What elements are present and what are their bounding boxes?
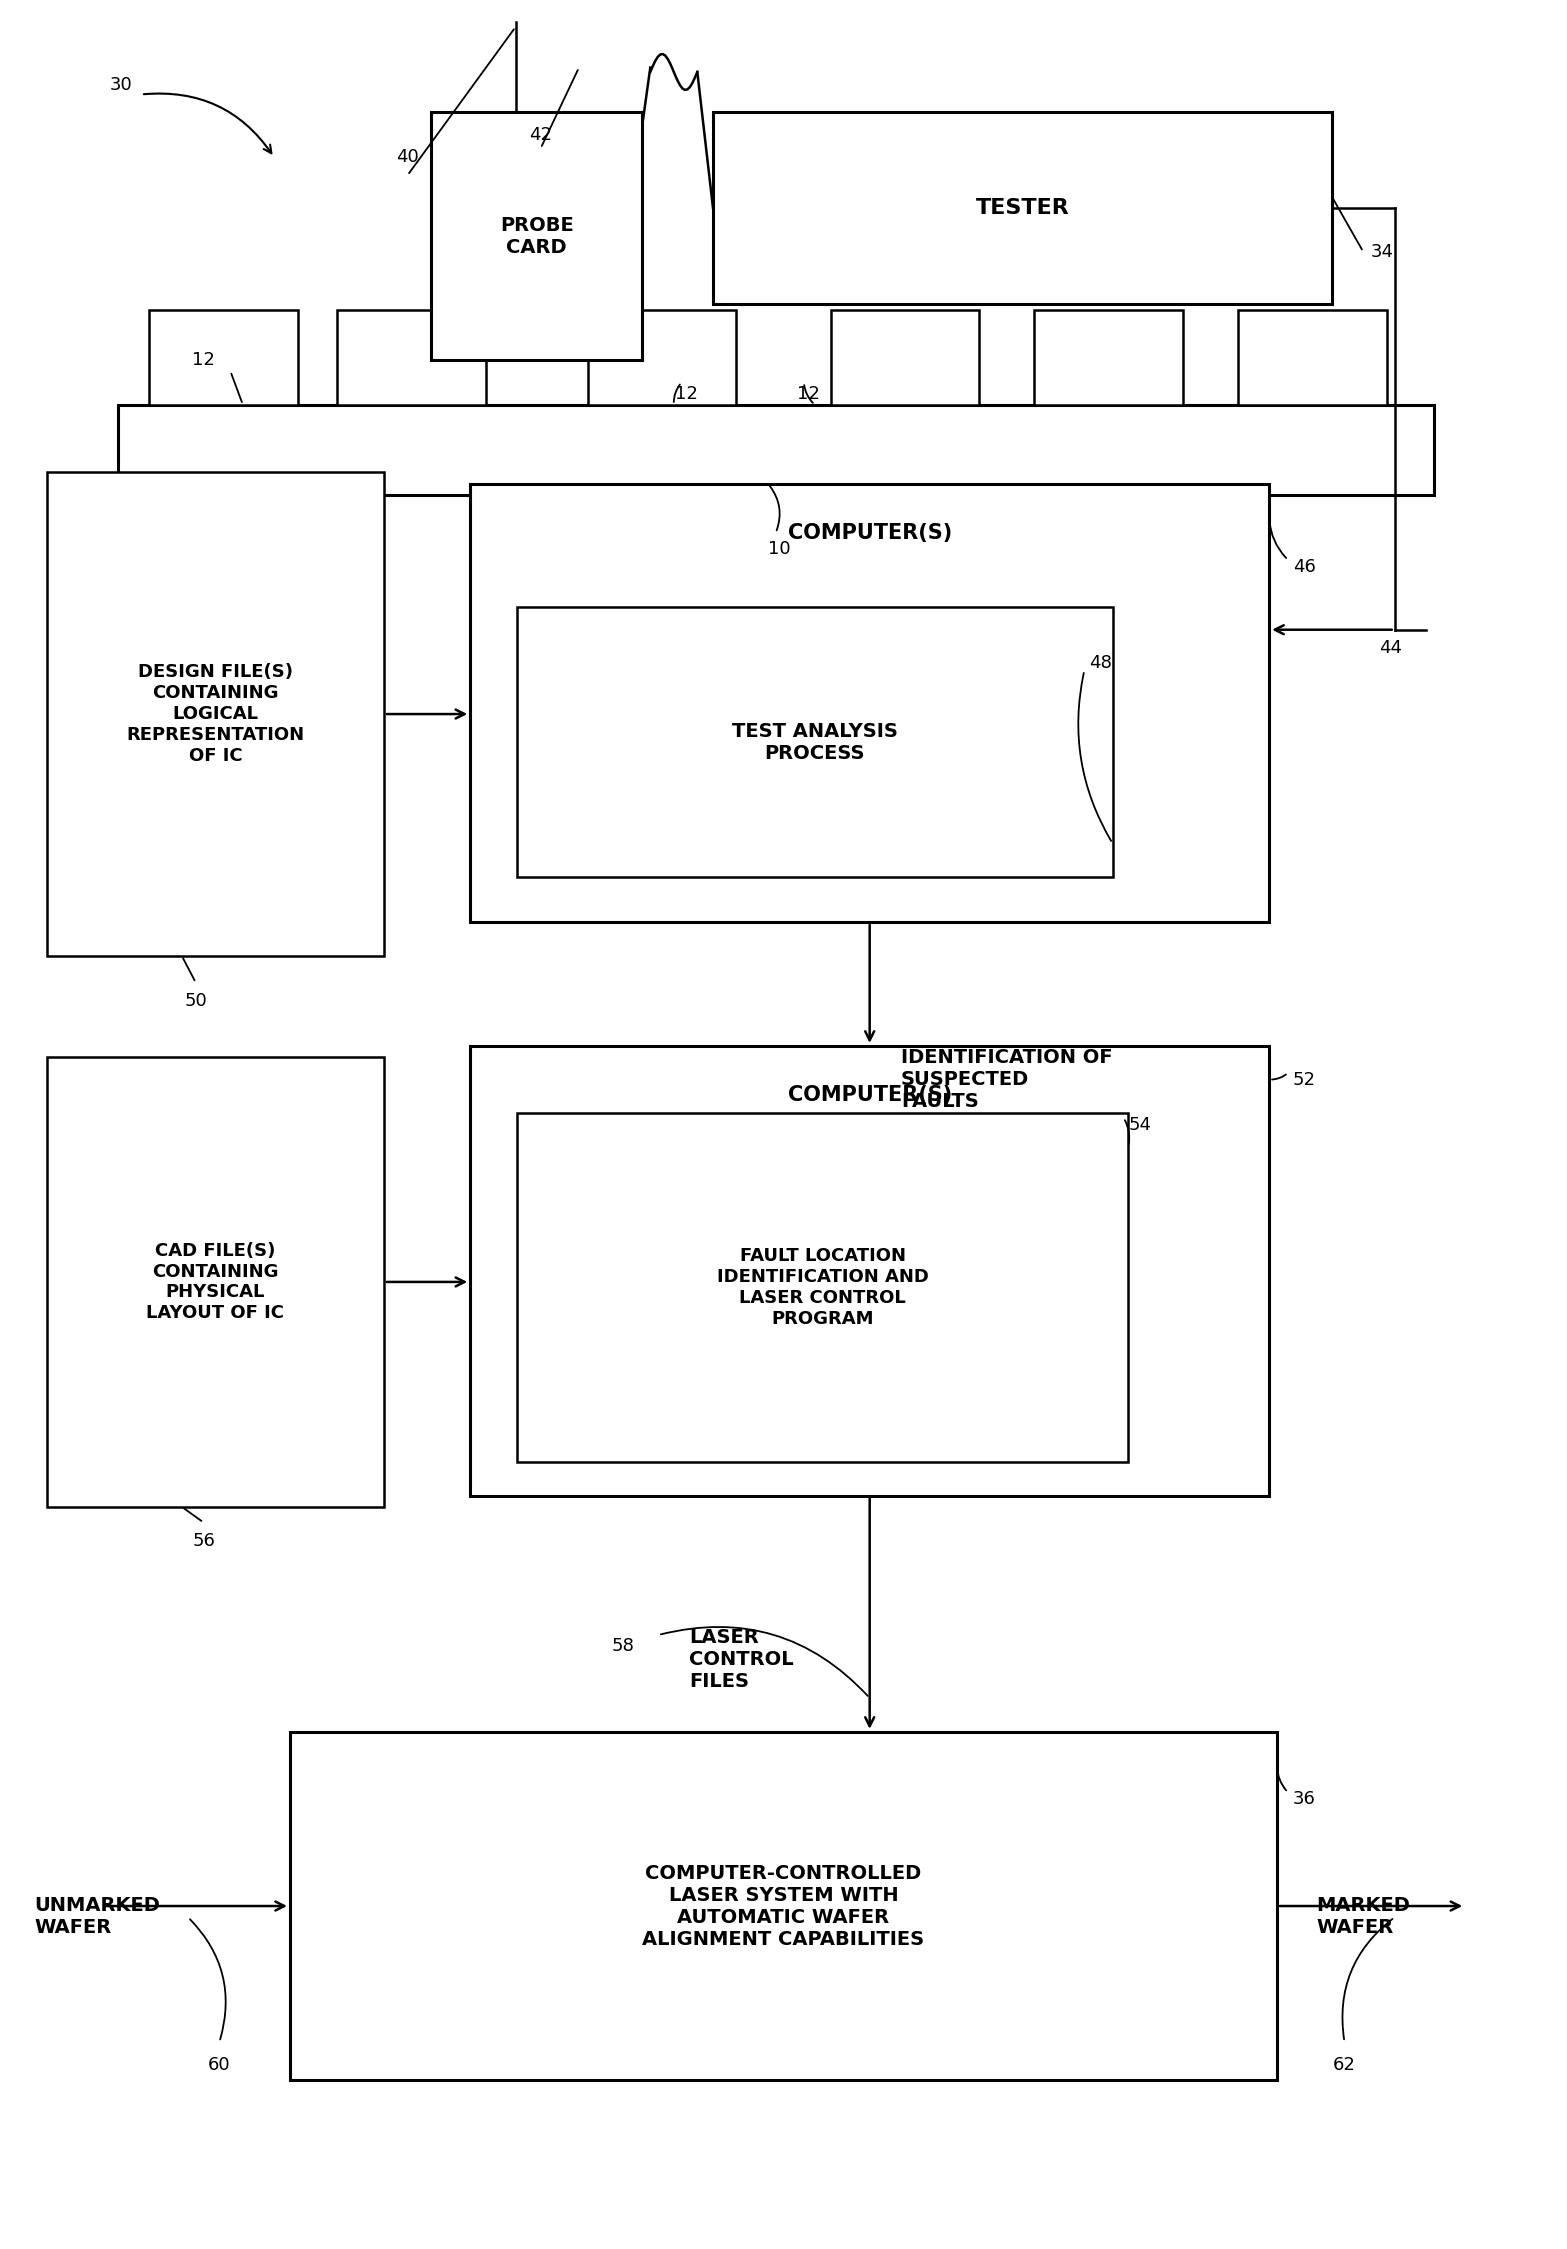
Bar: [517, 607, 1113, 877]
Text: 30: 30: [110, 76, 133, 94]
Text: LASER
CONTROL
FILES: LASER CONTROL FILES: [689, 1628, 794, 1691]
Text: 58: 58: [611, 1637, 635, 1655]
Text: 44: 44: [1379, 639, 1402, 657]
Text: IDENTIFICATION OF
SUSPECTED
FAULTS: IDENTIFICATION OF SUSPECTED FAULTS: [901, 1048, 1113, 1111]
Bar: [713, 112, 1332, 304]
Text: 60: 60: [208, 2056, 230, 2074]
Text: 12: 12: [798, 385, 820, 403]
Text: CAD FILE(S)
CONTAINING
PHYSICAL
LAYOUT OF IC: CAD FILE(S) CONTAINING PHYSICAL LAYOUT O…: [146, 1241, 285, 1322]
Bar: [517, 1113, 1128, 1462]
Text: PROBE
CARD: PROBE CARD: [500, 216, 574, 256]
Bar: [470, 484, 1269, 922]
Text: COMPUTER(S): COMPUTER(S): [788, 1086, 951, 1104]
Text: 50: 50: [185, 992, 207, 1010]
Bar: [1238, 310, 1387, 405]
Bar: [290, 1732, 1277, 2080]
Text: 62: 62: [1334, 2056, 1355, 2074]
Text: 52: 52: [1293, 1071, 1316, 1089]
Text: 46: 46: [1293, 558, 1316, 576]
Bar: [470, 1046, 1269, 1496]
Text: COMPUTER(S): COMPUTER(S): [788, 524, 951, 542]
Bar: [118, 405, 1434, 495]
Text: 56: 56: [193, 1532, 215, 1550]
Bar: [431, 112, 642, 360]
Text: COMPUTER-CONTROLLED
LASER SYSTEM WITH
AUTOMATIC WAFER
ALIGNMENT CAPABILITIES: COMPUTER-CONTROLLED LASER SYSTEM WITH AU…: [642, 1864, 925, 1948]
Text: 54: 54: [1128, 1116, 1152, 1133]
Text: 12: 12: [193, 351, 215, 369]
Bar: [47, 472, 384, 956]
Bar: [47, 1057, 384, 1507]
Text: 34: 34: [1371, 243, 1395, 261]
Text: DESIGN FILE(S)
CONTAINING
LOGICAL
REPRESENTATION
OF IC: DESIGN FILE(S) CONTAINING LOGICAL REPRES…: [127, 663, 304, 765]
Text: 48: 48: [1089, 654, 1113, 672]
Bar: [337, 310, 486, 405]
Bar: [588, 310, 736, 405]
Text: TEST ANALYSIS
PROCESS: TEST ANALYSIS PROCESS: [732, 722, 898, 762]
Text: TESTER: TESTER: [976, 198, 1069, 218]
Text: 36: 36: [1293, 1790, 1316, 1808]
Text: FAULT LOCATION
IDENTIFICATION AND
LASER CONTROL
PROGRAM: FAULT LOCATION IDENTIFICATION AND LASER …: [716, 1248, 929, 1327]
Text: 42: 42: [530, 126, 552, 144]
Text: 40: 40: [396, 148, 418, 166]
Text: UNMARKED
WAFER: UNMARKED WAFER: [34, 1896, 160, 1936]
Bar: [149, 310, 298, 405]
Text: 12: 12: [675, 385, 697, 403]
Bar: [1034, 310, 1183, 405]
Bar: [831, 310, 979, 405]
Text: MARKED
WAFER: MARKED WAFER: [1316, 1896, 1410, 1936]
Text: 10: 10: [768, 540, 790, 558]
